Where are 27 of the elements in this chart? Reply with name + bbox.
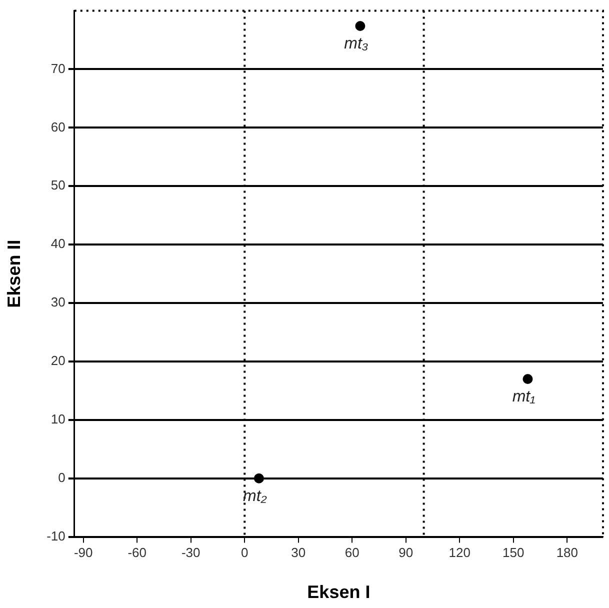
x-tick-label: 60: [344, 545, 360, 560]
x-tick-label: -30: [181, 545, 200, 560]
x-tick-label: 180: [556, 545, 578, 560]
point: [522, 374, 533, 384]
x-tick-label: 90: [398, 545, 414, 560]
y-tick-label: 50: [50, 178, 66, 193]
x-axis-title: Eksen I: [307, 582, 370, 602]
y-tick-label: 0: [58, 470, 66, 485]
x-tick-label: -60: [128, 545, 147, 560]
y-tick-label: 10: [50, 411, 66, 426]
y-tick-label: 40: [50, 236, 66, 252]
x-tick-label: 120: [448, 545, 470, 560]
x-tick-label: -90: [74, 545, 93, 560]
point: [355, 20, 366, 31]
x-tick-label: 150: [502, 545, 524, 560]
y-tick-label: 30: [50, 294, 66, 310]
y-axis-title: Eksen II: [4, 240, 24, 308]
y-tick-label: 20: [50, 353, 66, 368]
x-tick-label: 0: [241, 545, 248, 560]
y-tick-label: -10: [46, 528, 66, 544]
y-tick-label: 60: [50, 119, 66, 134]
annotation: mt₂: [243, 488, 267, 505]
y-tick-label: 70: [50, 60, 66, 76]
point: [254, 473, 264, 484]
annotation: mt₃: [344, 35, 368, 52]
x-tick-label: 30: [291, 545, 306, 560]
annotation: mt₁: [512, 388, 536, 406]
